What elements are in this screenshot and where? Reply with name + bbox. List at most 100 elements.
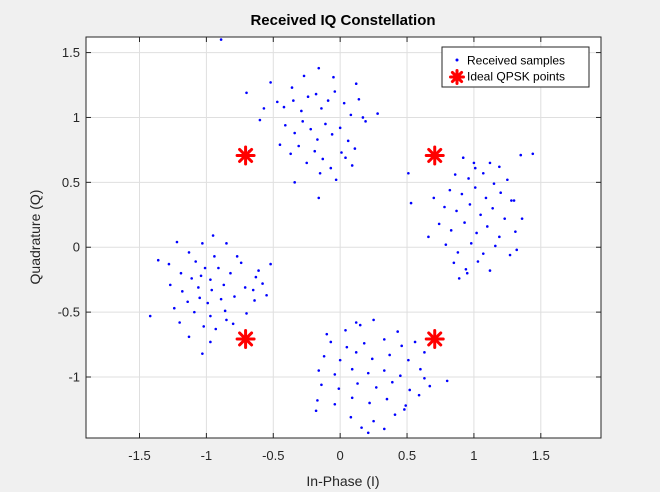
received-sample-point [168, 283, 172, 287]
x-tick-label: 0.5 [398, 448, 416, 463]
received-sample-point [354, 321, 358, 324]
received-sample-point [265, 293, 268, 297]
x-tick-label: -1.5 [128, 448, 150, 463]
received-sample-point [531, 152, 535, 156]
received-sample-point [251, 288, 255, 292]
received-sample-point [366, 431, 370, 435]
received-sample-point [443, 205, 446, 209]
received-sample-point [231, 322, 235, 326]
received-sample-point [333, 402, 337, 406]
received-sample-point [376, 112, 379, 115]
received-sample-point [407, 171, 410, 175]
received-sample-point [372, 318, 375, 322]
received-sample-point [324, 122, 327, 126]
received-sample-point [309, 127, 313, 131]
received-sample-point [321, 157, 325, 161]
received-sample-point [354, 351, 358, 354]
received-sample-point [333, 373, 337, 376]
received-sample-point [476, 260, 480, 263]
received-sample-point [472, 161, 476, 165]
received-sample-point [473, 166, 477, 170]
received-sample-point [314, 409, 318, 413]
received-sample-point [217, 266, 220, 270]
received-sample-point [510, 199, 513, 202]
received-sample-point [423, 351, 426, 354]
received-sample-point [342, 101, 346, 105]
received-sample-point [344, 328, 347, 332]
received-sample-point [297, 144, 300, 148]
plot-area[interactable] [86, 37, 601, 438]
received-sample-point [282, 105, 286, 109]
received-sample-point [427, 235, 430, 239]
received-sample-point [409, 201, 413, 205]
received-sample-point [469, 242, 473, 245]
received-sample-point [514, 230, 517, 233]
received-sample-point [239, 261, 243, 265]
received-sample-point [492, 182, 496, 185]
received-sample-point [278, 143, 282, 147]
received-sample-point [211, 234, 215, 237]
received-sample-point [364, 120, 367, 123]
received-sample-point [362, 341, 366, 345]
legend-ideal-star-stroke [450, 70, 464, 84]
received-sample-point [190, 277, 193, 280]
ideal-qpsk-point [235, 145, 256, 166]
received-sample-point [464, 267, 468, 271]
received-sample-point [403, 408, 406, 411]
received-sample-point [360, 426, 363, 429]
received-sample-point [320, 107, 323, 110]
received-sample-point [284, 123, 287, 127]
received-sample-point [354, 82, 358, 86]
received-sample-point [338, 126, 342, 130]
received-sample-point [382, 338, 386, 341]
received-sample-point [350, 367, 354, 371]
received-sample-point [293, 131, 296, 135]
received-sample-point [338, 358, 342, 362]
received-sample-point [201, 352, 204, 355]
received-sample-point [445, 379, 449, 383]
received-sample-point [473, 186, 477, 189]
data-marks [148, 38, 535, 435]
received-sample-point [222, 283, 226, 287]
ideal-qpsk-point [424, 145, 445, 166]
received-sample-point [519, 153, 523, 157]
received-sample-point [334, 178, 338, 182]
received-sample-point [382, 427, 386, 431]
legend-samples-marker [455, 58, 459, 62]
received-sample-point [499, 191, 502, 195]
received-sample-point [175, 240, 179, 244]
axis-ticks: -1.5 -1 -0.5 0 0.5 1 1.5 -1 -0.5 0 0.5 1 1.5 [58, 37, 601, 463]
received-sample-point [329, 166, 333, 170]
received-sample-point [467, 177, 470, 180]
received-sample-point [199, 274, 203, 278]
received-sample-point [197, 286, 200, 289]
received-sample-point [485, 225, 489, 228]
received-sample-point [317, 196, 321, 200]
received-sample-point [243, 286, 247, 289]
received-sample-point [293, 181, 296, 184]
received-sample-point [382, 369, 386, 372]
received-sample-point [449, 229, 453, 232]
received-sample-point [213, 255, 216, 258]
received-sample-point [484, 196, 488, 200]
axes-box [85, 36, 602, 439]
received-sample-point [269, 262, 272, 266]
received-sample-point [515, 248, 519, 252]
received-sample-point [481, 171, 485, 175]
received-sample-point [262, 107, 266, 110]
received-sample-point [349, 113, 353, 117]
ideal-qpsk-point-stroke [238, 147, 254, 163]
received-sample-point [233, 295, 236, 298]
received-sample-point [301, 120, 305, 123]
received-sample-point [194, 260, 197, 263]
received-sample-point [253, 299, 256, 302]
received-sample-point [370, 357, 374, 361]
received-sample-point [407, 358, 410, 362]
received-sample-point [460, 192, 464, 196]
ideal-qpsk-point-stroke [238, 331, 254, 347]
received-sample-point [320, 383, 323, 387]
received-sample-point [258, 118, 262, 122]
legend[interactable]: Received samples Ideal QPSK points [441, 46, 590, 88]
received-sample-point [181, 290, 184, 293]
